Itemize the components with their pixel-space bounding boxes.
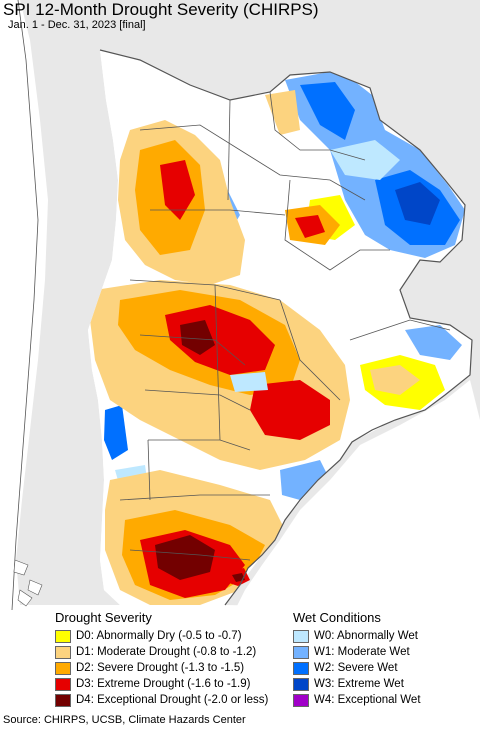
drought-d1-uruguay [370, 365, 420, 395]
wet-w3-paraguay [395, 182, 440, 225]
legend-drought-heading: Drought Severity [55, 610, 152, 625]
legend-swatch-d3 [55, 677, 71, 691]
ocean-pacific [0, 0, 38, 610]
country-outline [99, 49, 473, 606]
border-province-c [139, 334, 246, 366]
legend-label-d0: D0: Abnormally Dry (-0.5 to -0.7) [76, 630, 242, 642]
map-title: SPI 12-Month Drought Severity (CHIRPS) [3, 0, 319, 19]
island-b [27, 579, 43, 596]
wet-w2-andes [104, 405, 128, 460]
drought-d3-chaco [295, 215, 325, 238]
drought-d4-fuego [232, 573, 245, 582]
island-c [17, 589, 33, 607]
border-argentina-bolivia [139, 124, 366, 201]
wet-w1-uruguay [405, 325, 462, 360]
legend-item-d3: D3: Extreme Drought (-1.6 to -1.9) [55, 676, 268, 692]
wet-w1-south [280, 460, 330, 500]
ocean-south-atlantic [235, 380, 480, 610]
legend-item-w4: W4: Exceptional Wet [293, 692, 421, 708]
drought-d3-east [250, 380, 330, 440]
legend-label-d1: D1: Moderate Drought (-0.8 to -1.2) [76, 646, 257, 658]
map-subtitle: Jan. 1 - Dec. 31, 2023 [final] [8, 19, 146, 31]
drought-d3-northwest [160, 160, 195, 220]
drought-d4-central [180, 320, 215, 355]
border-province-a [150, 209, 286, 216]
legend-swatch-w1 [293, 645, 309, 659]
legend-label-d2: D2: Severe Drought (-1.3 to -1.5) [76, 662, 245, 674]
drought-w0-entre [230, 372, 268, 392]
drought-d1-northeast [265, 90, 300, 135]
legend: Drought Severity D0: Abnormally Dry (-0.… [0, 610, 480, 710]
border-province-g [129, 549, 251, 561]
chile-coastline [11, 0, 39, 610]
legend-label-w3: W3: Extreme Wet [314, 678, 404, 690]
legend-drought: Drought Severity D0: Abnormally Dry (-0.… [55, 610, 268, 708]
legend-label-w0: W0: Abnormally Wet [314, 630, 418, 642]
severity-layer [90, 70, 465, 605]
legend-label-w1: W1: Moderate Wet [314, 646, 410, 658]
legend-item-w1: W1: Moderate Wet [293, 644, 421, 660]
border-province-j [147, 439, 151, 501]
legend-swatch-w4 [293, 693, 309, 707]
legend-item-w3: W3: Extreme Wet [293, 676, 421, 692]
border-province-i [279, 299, 341, 401]
wet-w2-northeast [300, 82, 355, 140]
border-province-d [144, 389, 251, 411]
source-credit: Source: CHIRPS, UCSB, Climate Hazards Ce… [3, 714, 246, 726]
legend-item-w2: W2: Severe Wet [293, 660, 421, 676]
legend-swatch-d4 [55, 693, 71, 707]
legend-swatch-w2 [293, 661, 309, 675]
border-uruguay [349, 319, 451, 341]
border-paraguay [284, 179, 390, 271]
border-province-h [214, 284, 221, 441]
border-province-f [119, 494, 270, 501]
legend-item-d1: D1: Moderate Drought (-0.8 to -1.2) [55, 644, 268, 660]
legend-wet: Wet Conditions W0: Abnormally Wet W1: Mo… [293, 610, 421, 708]
legend-wet-heading: Wet Conditions [293, 610, 381, 625]
legend-label-w2: W2: Severe Wet [314, 662, 398, 674]
legend-label-w4: W4: Exceptional Wet [314, 694, 421, 706]
legend-label-d4: D4: Exceptional Drought (-2.0 or less) [76, 694, 269, 706]
drought-map [0, 0, 480, 610]
border-province-k [227, 99, 231, 201]
drought-d4-patagonia [155, 535, 215, 580]
legend-item-d4: D4: Exceptional Drought (-2.0 or less) [55, 692, 268, 708]
admin-borders [99, 49, 473, 606]
border-bolivia-east [269, 91, 366, 161]
legend-item-d0: D0: Abnormally Dry (-0.5 to -0.7) [55, 628, 268, 644]
legend-swatch-w3 [293, 677, 309, 691]
legend-swatch-w0 [293, 629, 309, 643]
legend-swatch-d0 [55, 629, 71, 643]
island-a [13, 559, 29, 576]
legend-swatch-d2 [55, 661, 71, 675]
legend-swatch-d1 [55, 645, 71, 659]
legend-item-d2: D2: Severe Drought (-1.3 to -1.5) [55, 660, 268, 676]
chile-islands [13, 559, 43, 607]
legend-item-w0: W0: Abnormally Wet [293, 628, 421, 644]
legend-label-d3: D3: Extreme Drought (-1.6 to -1.9) [76, 678, 251, 690]
